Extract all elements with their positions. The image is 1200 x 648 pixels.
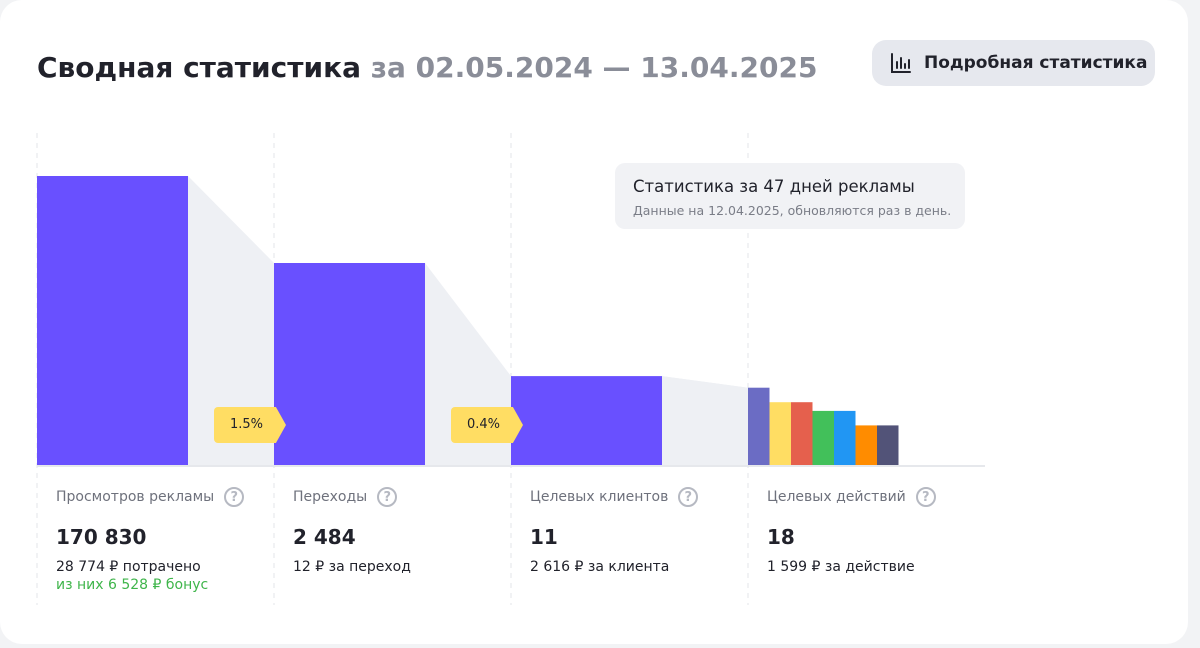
- stat-label: Переходы: [293, 489, 368, 505]
- title-text: Сводная статистика: [37, 51, 361, 84]
- action-breakdown-bar: [877, 425, 899, 466]
- tooltip-title: Статистика за 47 дней рекламы: [633, 177, 915, 196]
- action-breakdown-bar: [769, 402, 791, 466]
- action-breakdown-bar: [812, 410, 834, 466]
- stat-actions: Целевых действий ? 18 1 599 ₽ за действи…: [767, 485, 982, 576]
- action-breakdown-bar: [855, 425, 877, 466]
- help-icon[interactable]: ?: [678, 487, 699, 507]
- stat-sub: 28 774 ₽ потрачено: [56, 559, 201, 575]
- stat-value: 170 830: [56, 525, 147, 549]
- conversion-badge-clicks-clients: 0.4%: [451, 407, 523, 443]
- stat-label: Просмотров рекламы: [56, 489, 215, 505]
- stat-clicks: Переходы ? 2 484 12 ₽ за переход: [293, 485, 508, 576]
- action-breakdown-bar: [791, 402, 813, 466]
- stat-views: Просмотров рекламы ? 170 830 28 774 ₽ по…: [56, 485, 271, 594]
- help-icon[interactable]: ?: [915, 487, 936, 507]
- funnel-bar-1: [37, 176, 188, 466]
- funnel-chart: [36, 133, 985, 605]
- help-icon[interactable]: ?: [224, 487, 245, 507]
- conversion-badge-views-clicks: 1.5%: [214, 407, 286, 443]
- stats-period-tooltip: Статистика за 47 дней рекламы Данные на …: [615, 163, 965, 229]
- help-icon[interactable]: ?: [377, 487, 398, 507]
- detailed-stats-button[interactable]: Подробная статистика: [872, 40, 1155, 86]
- action-breakdown-bar: [834, 410, 856, 466]
- stat-sub: 12 ₽ за переход: [293, 559, 411, 575]
- stat-sub: 1 599 ₽ за действие: [767, 559, 915, 575]
- stat-value: 11: [530, 525, 558, 549]
- bar-chart-icon: [890, 52, 912, 74]
- stat-value: 2 484: [293, 525, 356, 549]
- stat-label: Целевых действий: [767, 489, 906, 505]
- funnel-bar-3: [511, 376, 662, 466]
- funnel-bar-2: [274, 263, 425, 466]
- stat-sub: 2 616 ₽ за клиента: [530, 559, 670, 575]
- detailed-stats-label: Подробная статистика: [924, 53, 1148, 73]
- stat-label: Целевых клиентов: [530, 489, 669, 505]
- action-breakdown-bar: [748, 387, 770, 466]
- stat-clients: Целевых клиентов ? 11 2 616 ₽ за клиента: [530, 485, 745, 576]
- funnel-connector: [188, 176, 274, 466]
- stat-bonus: из них 6 528 ₽ бонус: [56, 577, 209, 593]
- date-range: за 02.05.2024 — 13.04.2025: [370, 51, 818, 84]
- tooltip-note: Данные на 12.04.2025, обновляются раз в …: [633, 203, 952, 218]
- funnel-connector: [662, 376, 748, 466]
- page-title: Сводная статистика за 02.05.2024 — 13.04…: [37, 50, 817, 86]
- stat-value: 18: [767, 525, 795, 549]
